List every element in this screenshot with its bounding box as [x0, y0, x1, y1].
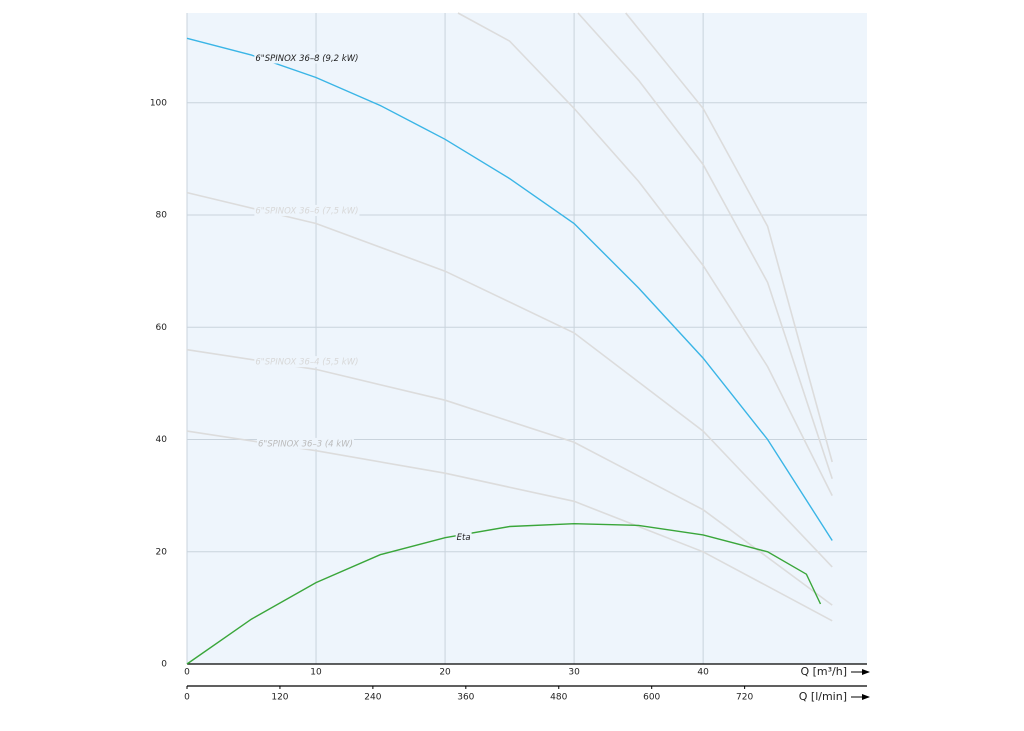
- x-tick-label: 10: [310, 668, 322, 678]
- curve: [457, 12, 833, 496]
- label-background: [256, 437, 354, 449]
- x2-tick-label: 240: [364, 693, 381, 703]
- y-tick-label: 60: [156, 323, 168, 333]
- x-tick-label: 0: [184, 668, 190, 678]
- x2-tick-label: 600: [643, 693, 660, 703]
- curve-label: 6"SPINOX 36–4 (5,5 kW): [255, 358, 358, 368]
- curve-label: 6"SPINOX 36–3 (4 kW): [258, 439, 353, 449]
- x2-tick-label: 480: [550, 693, 567, 703]
- x-tick-label: 40: [697, 668, 709, 678]
- curve: [186, 37, 833, 541]
- x2-tick-label: 720: [736, 693, 753, 703]
- curve: [186, 191, 833, 568]
- x2-tick-label: 360: [457, 693, 474, 703]
- y-tick-label: 80: [156, 211, 168, 221]
- label-background: [254, 52, 360, 64]
- y-tick-label: 0: [161, 660, 167, 670]
- x-tick-label: 30: [568, 668, 580, 678]
- x-tick-label: 20: [439, 668, 451, 678]
- curve: [577, 12, 833, 480]
- plot-background: [187, 13, 867, 664]
- curve: [186, 522, 822, 665]
- y-tick-label: 100: [150, 98, 167, 108]
- label-background: [254, 204, 360, 216]
- label-background: [455, 531, 472, 543]
- y-tick-label: 20: [156, 547, 168, 557]
- curve-label: 6"SPINOX 36–6 (7,5 kW): [255, 206, 358, 216]
- x2-tick-label: 0: [184, 693, 190, 703]
- x2-tick-label: 120: [271, 693, 288, 703]
- label-background: [254, 356, 360, 368]
- x2-axis-label: Q [l/min]: [799, 690, 847, 703]
- curve: [625, 12, 833, 463]
- x-axis-label: Q [m³/h]: [800, 665, 847, 678]
- curve-label: 6"SPINOX 36–8 (9,2 kW): [255, 54, 358, 64]
- y-tick-label: 40: [156, 435, 168, 445]
- curve-label: Eta: [457, 533, 471, 543]
